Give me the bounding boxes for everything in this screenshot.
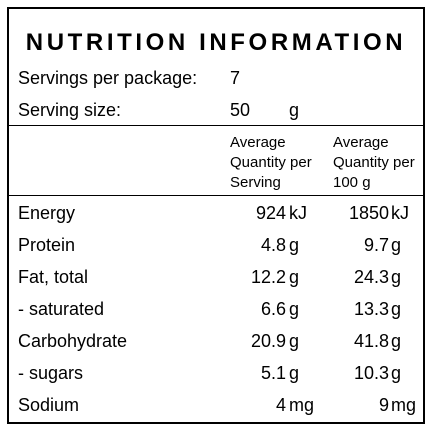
per100-value: 24.3 bbox=[353, 267, 389, 287]
serving-value: 6.6 bbox=[260, 299, 286, 319]
nutrient-name: - sugars bbox=[18, 363, 84, 383]
serving-value: 4 bbox=[275, 395, 286, 415]
per100-unit: g bbox=[391, 235, 402, 255]
nutrient-name: Sodium bbox=[18, 395, 80, 415]
column-header-per100: Average Quantity per 100 g bbox=[333, 133, 415, 193]
column-header-line: 100 g bbox=[333, 174, 371, 191]
serving-unit: g bbox=[289, 235, 300, 255]
divider-top bbox=[9, 125, 423, 126]
serving-unit: g bbox=[289, 267, 300, 287]
per100-value: 9 bbox=[378, 395, 389, 415]
serving-unit: g bbox=[289, 363, 300, 383]
column-header-line: Serving bbox=[230, 174, 281, 191]
column-header-serving: Average Quantity per Serving bbox=[230, 133, 312, 193]
column-header-line: Quantity per bbox=[333, 154, 415, 171]
nutrient-name: - saturated bbox=[18, 299, 105, 319]
table-row: Fat, total 12.2 g 24.3 g bbox=[9, 267, 423, 299]
per100-value: 1850 bbox=[348, 203, 389, 223]
serving-unit: mg bbox=[289, 395, 315, 415]
column-header-line: Average bbox=[333, 134, 389, 151]
nutrient-name: Fat, total bbox=[18, 267, 89, 287]
serving-value: 924 bbox=[255, 203, 286, 223]
per100-unit: g bbox=[391, 267, 402, 287]
serving-unit: g bbox=[289, 299, 300, 319]
servings-label: Servings per package: bbox=[18, 68, 198, 88]
per100-value: 41.8 bbox=[353, 331, 389, 351]
table-row: Carbohydrate 20.9 g 41.8 g bbox=[9, 331, 423, 363]
serving-unit: kJ bbox=[289, 203, 307, 223]
per100-unit: g bbox=[391, 299, 402, 319]
per100-value: 9.7 bbox=[363, 235, 389, 255]
per100-unit: g bbox=[391, 331, 402, 351]
table-row: - sugars 5.1 g 10.3 g bbox=[9, 363, 423, 395]
nutrition-panel: NUTRITION INFORMATION Servings per packa… bbox=[7, 7, 425, 424]
serving-size-label: Serving size: bbox=[18, 100, 122, 120]
table-row: - saturated 6.6 g 13.3 g bbox=[9, 299, 423, 331]
column-header-line: Quantity per bbox=[230, 154, 312, 171]
serving-unit: g bbox=[289, 331, 300, 351]
serving-value: 20.9 bbox=[250, 331, 286, 351]
nutrient-name: Protein bbox=[18, 235, 76, 255]
serving-value: 5.1 bbox=[260, 363, 286, 383]
per100-value: 10.3 bbox=[353, 363, 389, 383]
per100-unit: kJ bbox=[391, 203, 409, 223]
table-row: Protein 4.8 g 9.7 g bbox=[9, 235, 423, 267]
nutrient-name: Carbohydrate bbox=[18, 331, 128, 351]
serving-value: 12.2 bbox=[250, 267, 286, 287]
serving-size-value: 50 bbox=[230, 100, 251, 120]
serving-value: 4.8 bbox=[260, 235, 286, 255]
panel-title: NUTRITION INFORMATION bbox=[25, 29, 407, 56]
per100-unit: g bbox=[391, 363, 402, 383]
table-row: Sodium 4 mg 9 mg bbox=[9, 395, 423, 427]
column-header-line: Average bbox=[230, 134, 286, 151]
table-row: Energy 924 kJ 1850 kJ bbox=[9, 203, 423, 235]
servings-value: 7 bbox=[230, 68, 241, 88]
divider-header bbox=[9, 195, 423, 196]
per100-unit: mg bbox=[391, 395, 417, 415]
per100-value: 13.3 bbox=[353, 299, 389, 319]
nutrient-name: Energy bbox=[18, 203, 76, 223]
serving-size-unit: g bbox=[289, 100, 300, 120]
